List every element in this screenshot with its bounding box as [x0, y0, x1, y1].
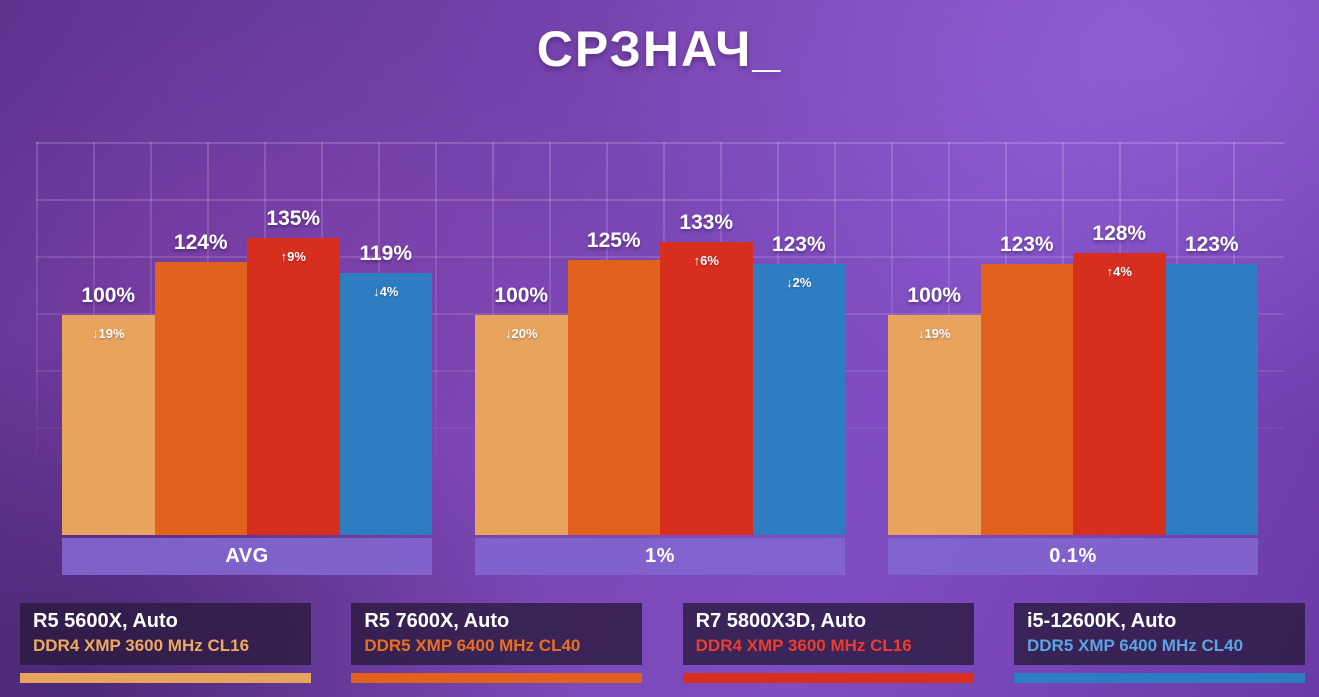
legend-item: i5-12600K, Auto DDR5 XMP 6400 MHz CL40: [1013, 603, 1305, 683]
bar-group: 100% ↓19% 123% 128% ↑4% 123%: [888, 201, 1258, 535]
bar: 123%: [1165, 233, 1258, 535]
bar-fill: [980, 264, 1073, 535]
legend-cpu-label: R7 5800X3D, Auto: [695, 610, 867, 632]
legend-cpu-label: R5 7600X, Auto: [364, 610, 510, 632]
bar: 123% ↓2%: [752, 233, 845, 535]
legend-box: R5 5600X, Auto DDR4 XMP 3600 MHz CL16: [20, 603, 311, 665]
bar: 135% ↑9%: [247, 207, 340, 535]
bar-group: 100% ↓19% 124% 135% ↑9% 119% ↓: [62, 201, 432, 535]
legend-cpu-label: i5-12600K, Auto: [1026, 610, 1177, 632]
bar: 124%: [154, 231, 247, 535]
bar-chart: 100% ↓19% 124% 135% ↑9% 119% ↓: [62, 201, 1258, 575]
bar-badge: ↑4%: [1106, 264, 1132, 279]
bar-fill: [567, 260, 660, 535]
bar-fill: ↓2%: [752, 264, 845, 535]
bar-fill: ↓19%: [62, 315, 155, 535]
bar-fill: ↑4%: [1073, 253, 1166, 535]
bar-badge: ↓4%: [373, 284, 399, 299]
bar-fill: ↑6%: [660, 242, 753, 535]
bar-value-label: 123%: [999, 233, 1054, 256]
bar-badge: ↓20%: [504, 326, 538, 341]
bar-value-label: 123%: [771, 233, 826, 256]
legend-ram-label: DDR4 XMP 3600 MHz CL16: [695, 636, 912, 655]
bar-value-label: 119%: [359, 242, 413, 265]
legend-color-strip: [20, 673, 311, 683]
legend-color-strip: [351, 673, 643, 683]
legend-color-strip: [1013, 673, 1305, 683]
chart-group-1pct: 100% ↓20% 125% 133% ↑6% 123% ↓: [475, 201, 845, 575]
group-label-01pct: 0.1%: [888, 538, 1258, 575]
bar-group: 100% ↓20% 125% 133% ↑6% 123% ↓: [475, 201, 845, 535]
bar-value-label: 135%: [266, 207, 321, 230]
legend-box: R7 5800X3D, Auto DDR4 XMP 3600 MHz CL16: [682, 603, 974, 665]
legend-item: R5 7600X, Auto DDR5 XMP 6400 MHz CL40: [351, 603, 643, 683]
bar: 100% ↓20%: [475, 284, 568, 535]
legend-ram-label: DDR4 XMP 3600 MHz CL16: [33, 636, 250, 655]
legend-box: R5 7600X, Auto DDR5 XMP 6400 MHz CL40: [351, 603, 643, 665]
legend-item: R5 5600X, Auto DDR4 XMP 3600 MHz CL16: [20, 603, 311, 683]
bar-badge: ↑9%: [280, 249, 306, 264]
legend-ram-label: DDR5 XMP 6400 MHz CL40: [364, 636, 581, 655]
bar-value-label: 100%: [81, 284, 136, 307]
chart-group-01pct: 100% ↓19% 123% 128% ↑4% 123%: [888, 201, 1258, 575]
bar-value-label: 124%: [173, 231, 228, 254]
bar-fill: ↓20%: [475, 315, 568, 535]
bar-fill: [1165, 264, 1258, 535]
bar: 125%: [567, 229, 660, 535]
bar-value-label: 133%: [679, 211, 734, 234]
legend-box: i5-12600K, Auto DDR5 XMP 6400 MHz CL40: [1013, 603, 1305, 665]
bar: 123%: [980, 233, 1073, 535]
group-label-1pct: 1%: [475, 538, 845, 575]
bar: 100% ↓19%: [62, 284, 155, 535]
bar-badge: ↓19%: [91, 326, 125, 341]
legend-ram-label: DDR5 XMP 6400 MHz CL40: [1026, 636, 1244, 655]
bar: 100% ↓19%: [888, 284, 981, 535]
bar: 119% ↓4%: [339, 242, 432, 535]
bar: 128% ↑4%: [1073, 222, 1166, 535]
legend: R5 5600X, Auto DDR4 XMP 3600 MHz CL16 R5…: [20, 603, 1305, 683]
chart-group-avg: 100% ↓19% 124% 135% ↑9% 119% ↓: [62, 201, 432, 575]
bar-fill: ↓19%: [888, 315, 981, 535]
bar-fill: ↓4%: [339, 273, 432, 535]
bar-value-label: 125%: [586, 229, 641, 252]
bar-value-label: 123%: [1184, 233, 1239, 256]
bar-fill: [154, 262, 247, 535]
legend-item: R7 5800X3D, Auto DDR4 XMP 3600 MHz CL16: [682, 603, 974, 683]
bar-fill: ↑9%: [247, 238, 340, 535]
bar-badge: ↑6%: [693, 253, 719, 268]
bar: 133% ↑6%: [660, 211, 753, 535]
group-label-avg: AVG: [62, 538, 432, 575]
legend-cpu-label: R5 5600X, Auto: [33, 610, 178, 632]
bar-value-label: 128%: [1092, 222, 1147, 245]
bar-badge: ↓19%: [917, 326, 951, 341]
bar-value-label: 100%: [494, 284, 549, 307]
bar-badge: ↓2%: [786, 275, 812, 290]
legend-color-strip: [682, 673, 974, 683]
page-title: СРЗНАЧ_: [536, 21, 783, 77]
bar-value-label: 100%: [907, 284, 962, 307]
